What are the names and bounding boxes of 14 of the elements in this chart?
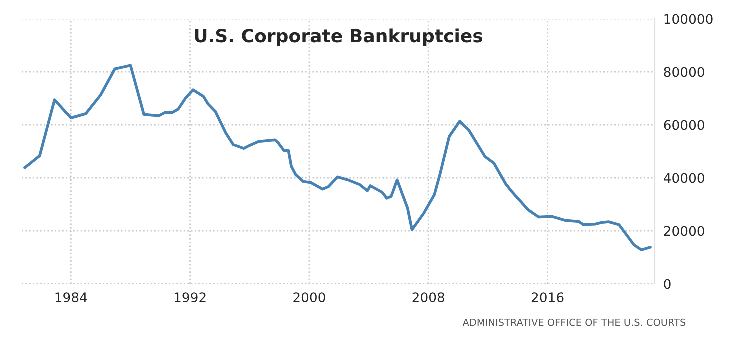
y-tick-label: 60000: [664, 120, 704, 130]
y-tick-label: 20000: [664, 226, 704, 236]
text: U.S. Corporate Bankruptcies: [195, 28, 483, 46]
y-tick-label: 100000: [664, 14, 713, 24]
x-tick-label: 1984: [56, 292, 88, 303]
x-tick-label: 1992: [174, 292, 206, 303]
x-tick-label: 2008: [412, 292, 444, 303]
text: ADMINISTRATIVE OFFICE OF THE U.S. COURTS: [462, 318, 686, 326]
y-tick-label: 0: [664, 279, 671, 290]
line-series: [24, 64, 652, 252]
y-tick-label: 80000: [664, 67, 704, 78]
y-tick-label: 40000: [664, 173, 704, 184]
x-tick-label: 2016: [532, 292, 564, 303]
x-tick-label: 2000: [294, 292, 326, 303]
